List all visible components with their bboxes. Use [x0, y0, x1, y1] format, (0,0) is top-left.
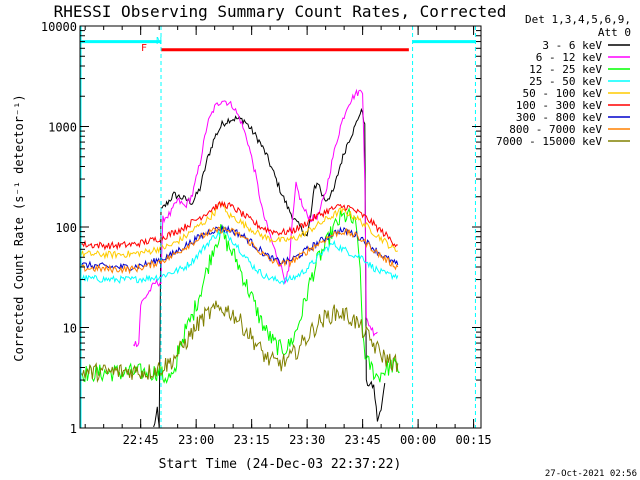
legend-label: 7000 - 15000 keV [496, 135, 602, 148]
chart-title: RHESSI Observing Summary Count Rates, Co… [54, 2, 507, 21]
series-line [79, 200, 398, 251]
series-line [79, 300, 399, 383]
annotation-layer [80, 26, 476, 428]
x-tick-label: 23:30 [289, 433, 325, 447]
x-tick-label: 23:00 [178, 433, 214, 447]
legend-label: 800 - 7000 keV [509, 123, 602, 136]
series-layer [79, 88, 400, 428]
legend-label: 3 - 6 keV [542, 39, 602, 52]
legend-label: 25 - 50 keV [529, 75, 602, 88]
x-axis-label: Start Time (24-Dec-03 22:37:22) [159, 457, 402, 472]
y-tick-label: 10 [63, 322, 77, 336]
x-tick-label: 23:15 [234, 433, 270, 447]
series-line [79, 207, 400, 385]
x-tick-label: 23:45 [345, 433, 381, 447]
x-tick-label: 00:15 [456, 433, 492, 447]
x-tick-label: 00:00 [400, 433, 436, 447]
y-tick-label: 1 [70, 422, 77, 436]
legend-header-line2: Att 0 [598, 26, 631, 39]
series-line [79, 229, 399, 286]
series-line [79, 226, 399, 275]
legend-header-line1: Det 1,3,4,5,6,9, [525, 13, 631, 26]
y-axis-label: Corrected Count Rate (s⁻¹ detector⁻¹) [12, 94, 26, 361]
legend-label: 6 - 12 keV [536, 51, 603, 64]
night-label: N [156, 36, 162, 47]
series-line [153, 107, 386, 428]
flare-label: F [141, 43, 147, 54]
x-tick-label: 22:45 [123, 433, 159, 447]
y-tick-label: 100 [55, 221, 77, 235]
legend-label: 50 - 100 keV [523, 87, 603, 100]
legend-label: 100 - 300 keV [516, 99, 602, 112]
series-line [132, 88, 378, 348]
y-tick-label: 10000 [41, 20, 77, 34]
legend-label: 300 - 800 keV [516, 111, 602, 124]
footer-timestamp: 27-Oct-2021 02:56 [545, 469, 637, 479]
legend-label: 12 - 25 keV [529, 63, 602, 76]
y-tick-label: 1000 [48, 121, 77, 135]
